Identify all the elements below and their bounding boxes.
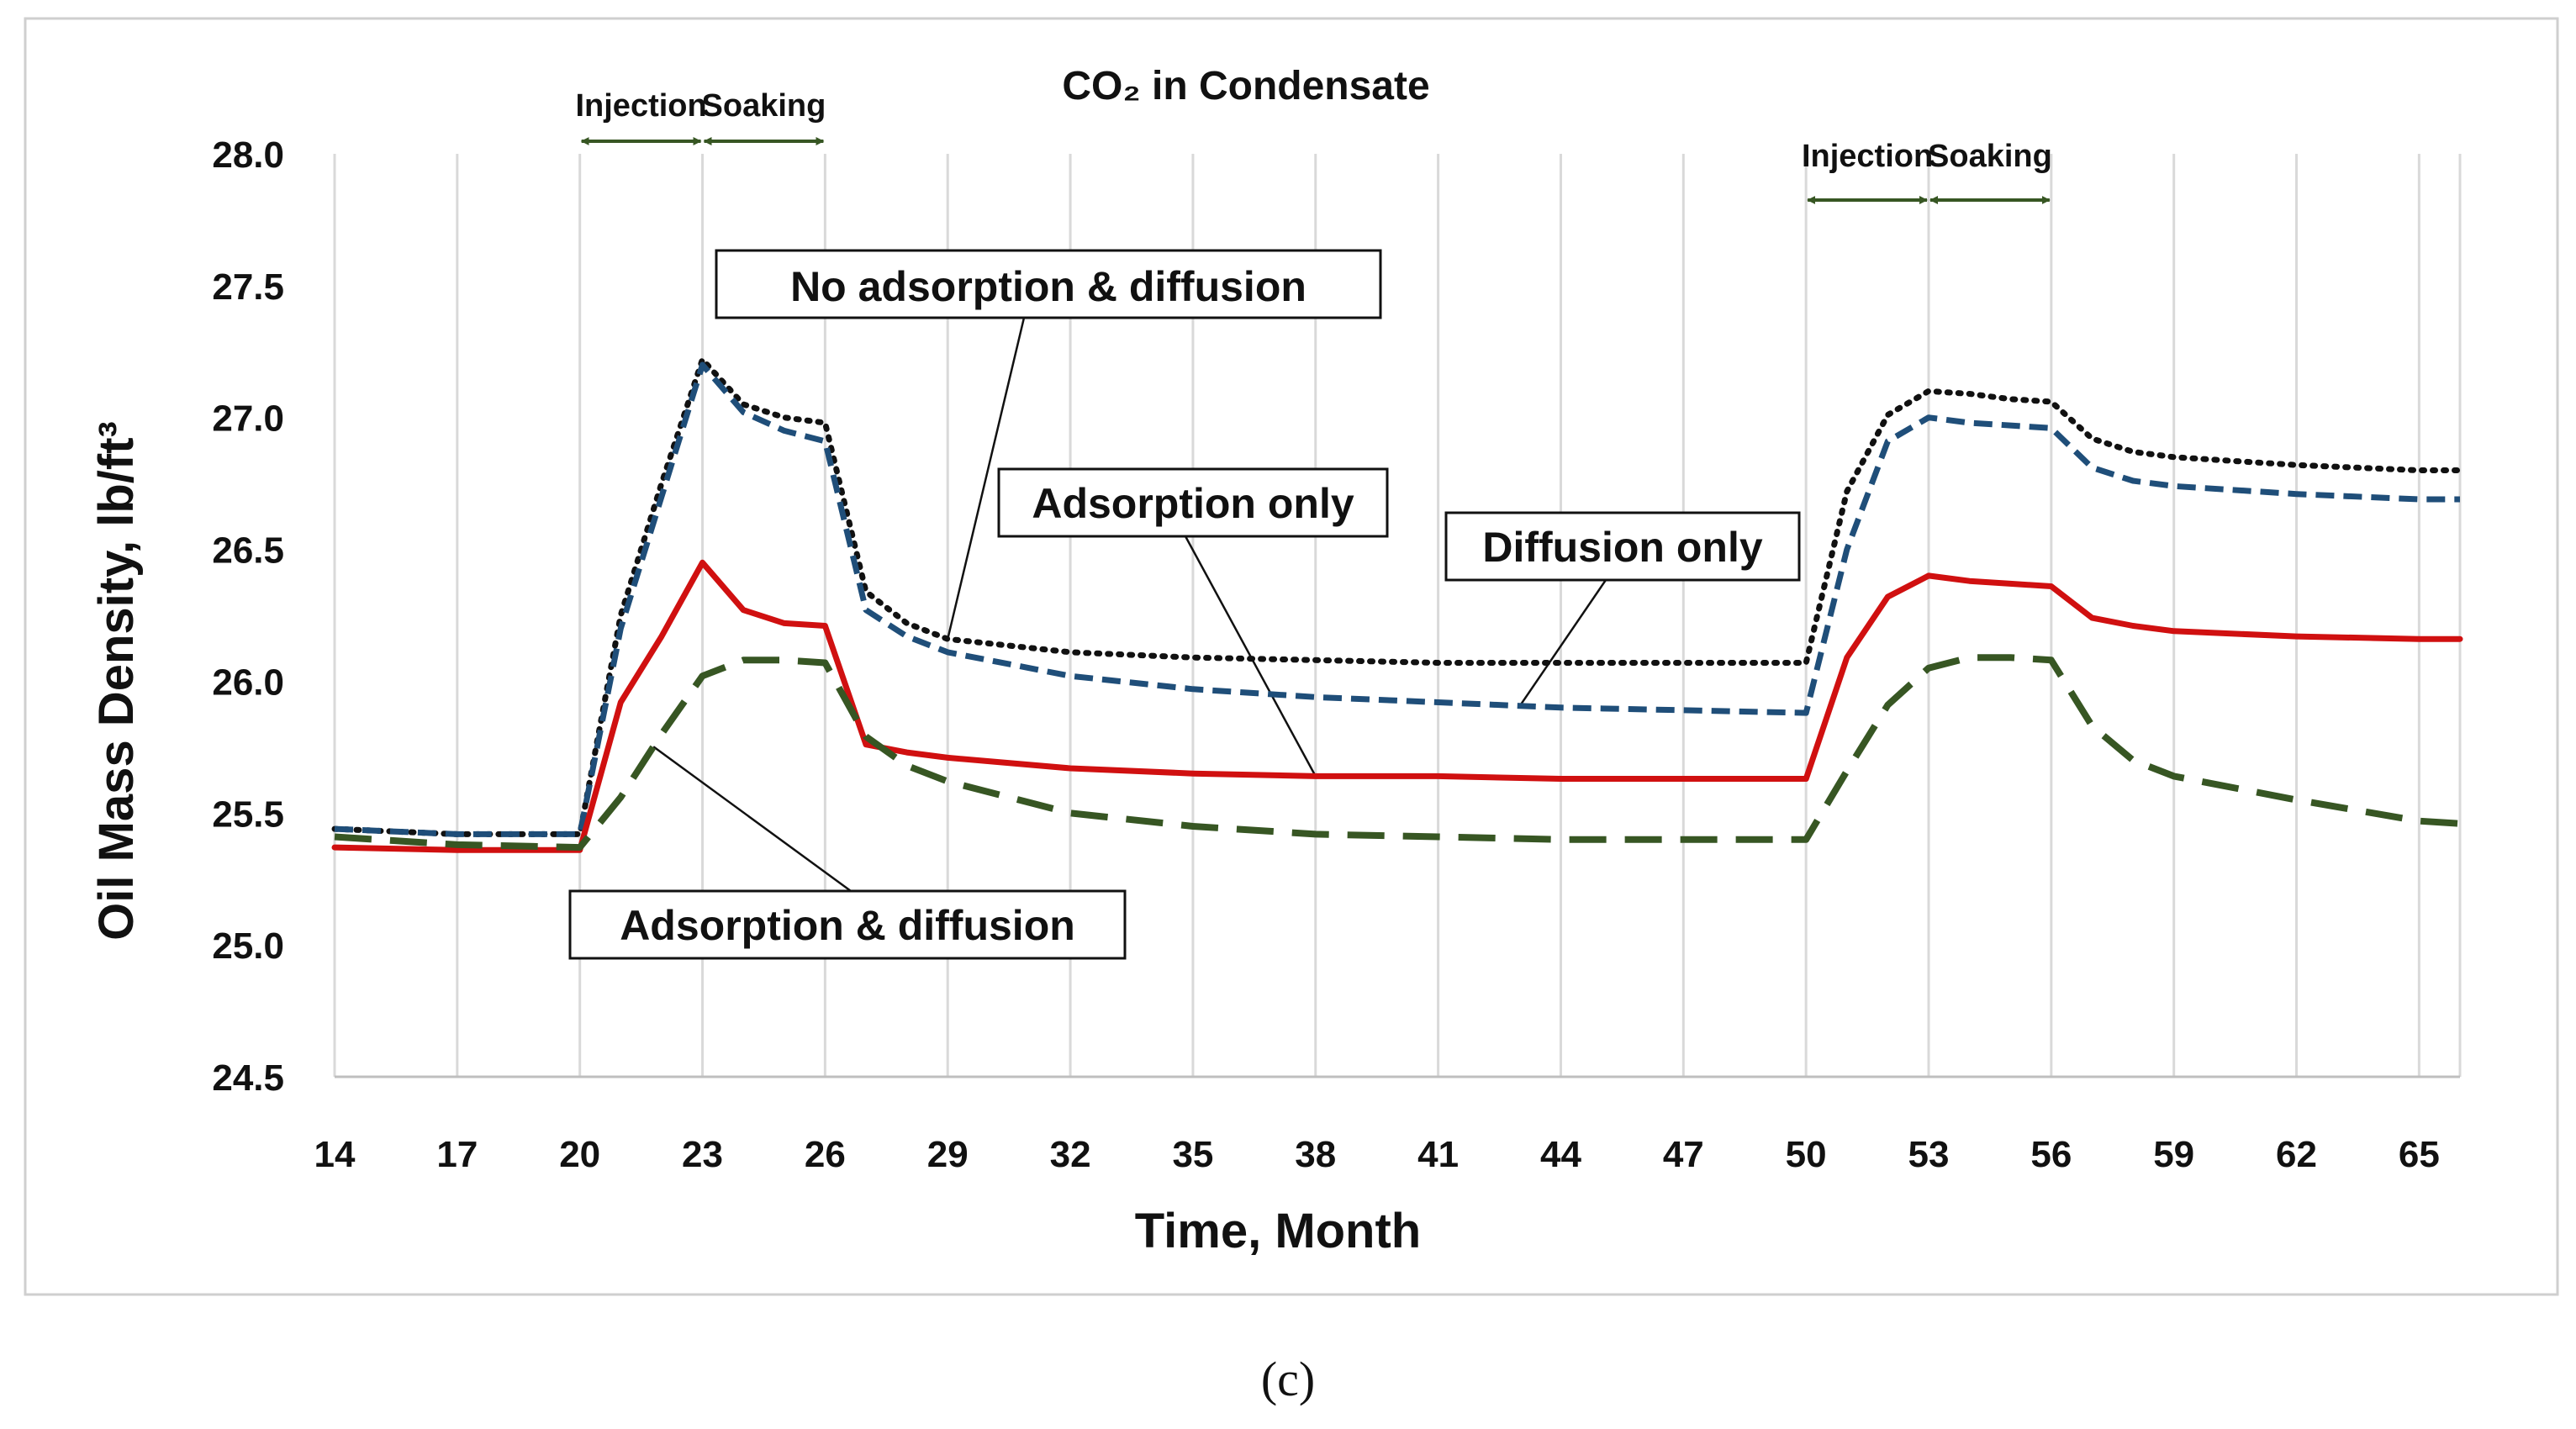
x-tick-label: 14 bbox=[314, 1134, 356, 1175]
y-tick-label: 27.5 bbox=[212, 266, 284, 308]
chart-title: CO₂ in Condensate bbox=[1062, 64, 1429, 108]
y-axis-title: Oil Mass Density, lb/ft³ bbox=[89, 421, 144, 941]
svg-text:Adsorption & diffusion: Adsorption & diffusion bbox=[620, 902, 1075, 949]
svg-text:No adsorption & diffusion: No adsorption & diffusion bbox=[790, 263, 1306, 310]
svg-text:Adsorption only: Adsorption only bbox=[1032, 480, 1354, 527]
x-tick-label: 29 bbox=[927, 1134, 969, 1175]
x-tick-label: 59 bbox=[2153, 1134, 2194, 1175]
y-tick-label: 26.0 bbox=[212, 662, 284, 703]
leader-line bbox=[1518, 579, 1607, 707]
x-tick-label: 56 bbox=[2030, 1134, 2072, 1175]
x-tick-label: 32 bbox=[1050, 1134, 1091, 1175]
phase-label: Injection bbox=[1802, 139, 1933, 174]
y-tick-label: 24.5 bbox=[212, 1057, 284, 1099]
x-tick-label: 47 bbox=[1663, 1134, 1704, 1175]
x-tick-label: 41 bbox=[1417, 1134, 1459, 1175]
x-tick-label: 44 bbox=[1540, 1134, 1581, 1175]
label-box-adsorption-and-diffusion: Adsorption & diffusion bbox=[568, 889, 1127, 960]
y-tick-label: 27.0 bbox=[212, 398, 284, 440]
leader-line bbox=[947, 317, 1026, 640]
label-box-adsorption-only: Adsorption only bbox=[997, 467, 1389, 538]
x-tick-labels: 14 17 20 23 26 29 32 35 38 41 44 47 50 53 56 59 62 65 bbox=[314, 1134, 2440, 1175]
phase-label: Soaking bbox=[702, 88, 826, 124]
series-line-3 bbox=[331, 559, 2463, 853]
phase-label: Injection bbox=[575, 88, 706, 124]
x-tick-label: 17 bbox=[436, 1134, 478, 1175]
series-line-1 bbox=[331, 356, 2463, 837]
label-box-no-adsorption-diffusion: No adsorption & diffusion bbox=[715, 249, 1382, 319]
y-tick-label: 25.0 bbox=[212, 925, 284, 967]
series-line-4 bbox=[334, 654, 2461, 852]
label-box-diffusion-only: Diffusion only bbox=[1444, 511, 1801, 582]
y-tick-label: 25.5 bbox=[212, 794, 284, 835]
x-tick-label: 38 bbox=[1295, 1134, 1336, 1175]
x-tick-label: 62 bbox=[2276, 1134, 2317, 1175]
svg-text:Diffusion only: Diffusion only bbox=[1482, 524, 1762, 571]
y-tick-label: 26.5 bbox=[212, 530, 284, 572]
x-tick-label: 23 bbox=[682, 1134, 723, 1175]
figure-caption: (c) bbox=[1261, 1352, 1315, 1406]
x-tick-label: 65 bbox=[2399, 1134, 2440, 1175]
x-tick-label: 20 bbox=[559, 1134, 600, 1175]
y-tick-label: 28.0 bbox=[212, 134, 284, 176]
series-lines bbox=[331, 356, 2463, 853]
leader-line bbox=[652, 746, 852, 893]
x-axis-title: Time, Month bbox=[1135, 1204, 1421, 1258]
x-tick-label: 35 bbox=[1172, 1134, 1213, 1175]
series-line-2 bbox=[334, 361, 2460, 837]
x-tick-label: 53 bbox=[1908, 1134, 1950, 1175]
y-tick-labels: 24.5 25.0 25.5 26.0 26.5 27.0 27.5 28.0 bbox=[212, 134, 284, 1099]
phase-label: Soaking bbox=[1928, 139, 2052, 174]
x-tick-label: 50 bbox=[1786, 1134, 1827, 1175]
x-tick-label: 26 bbox=[805, 1134, 846, 1175]
